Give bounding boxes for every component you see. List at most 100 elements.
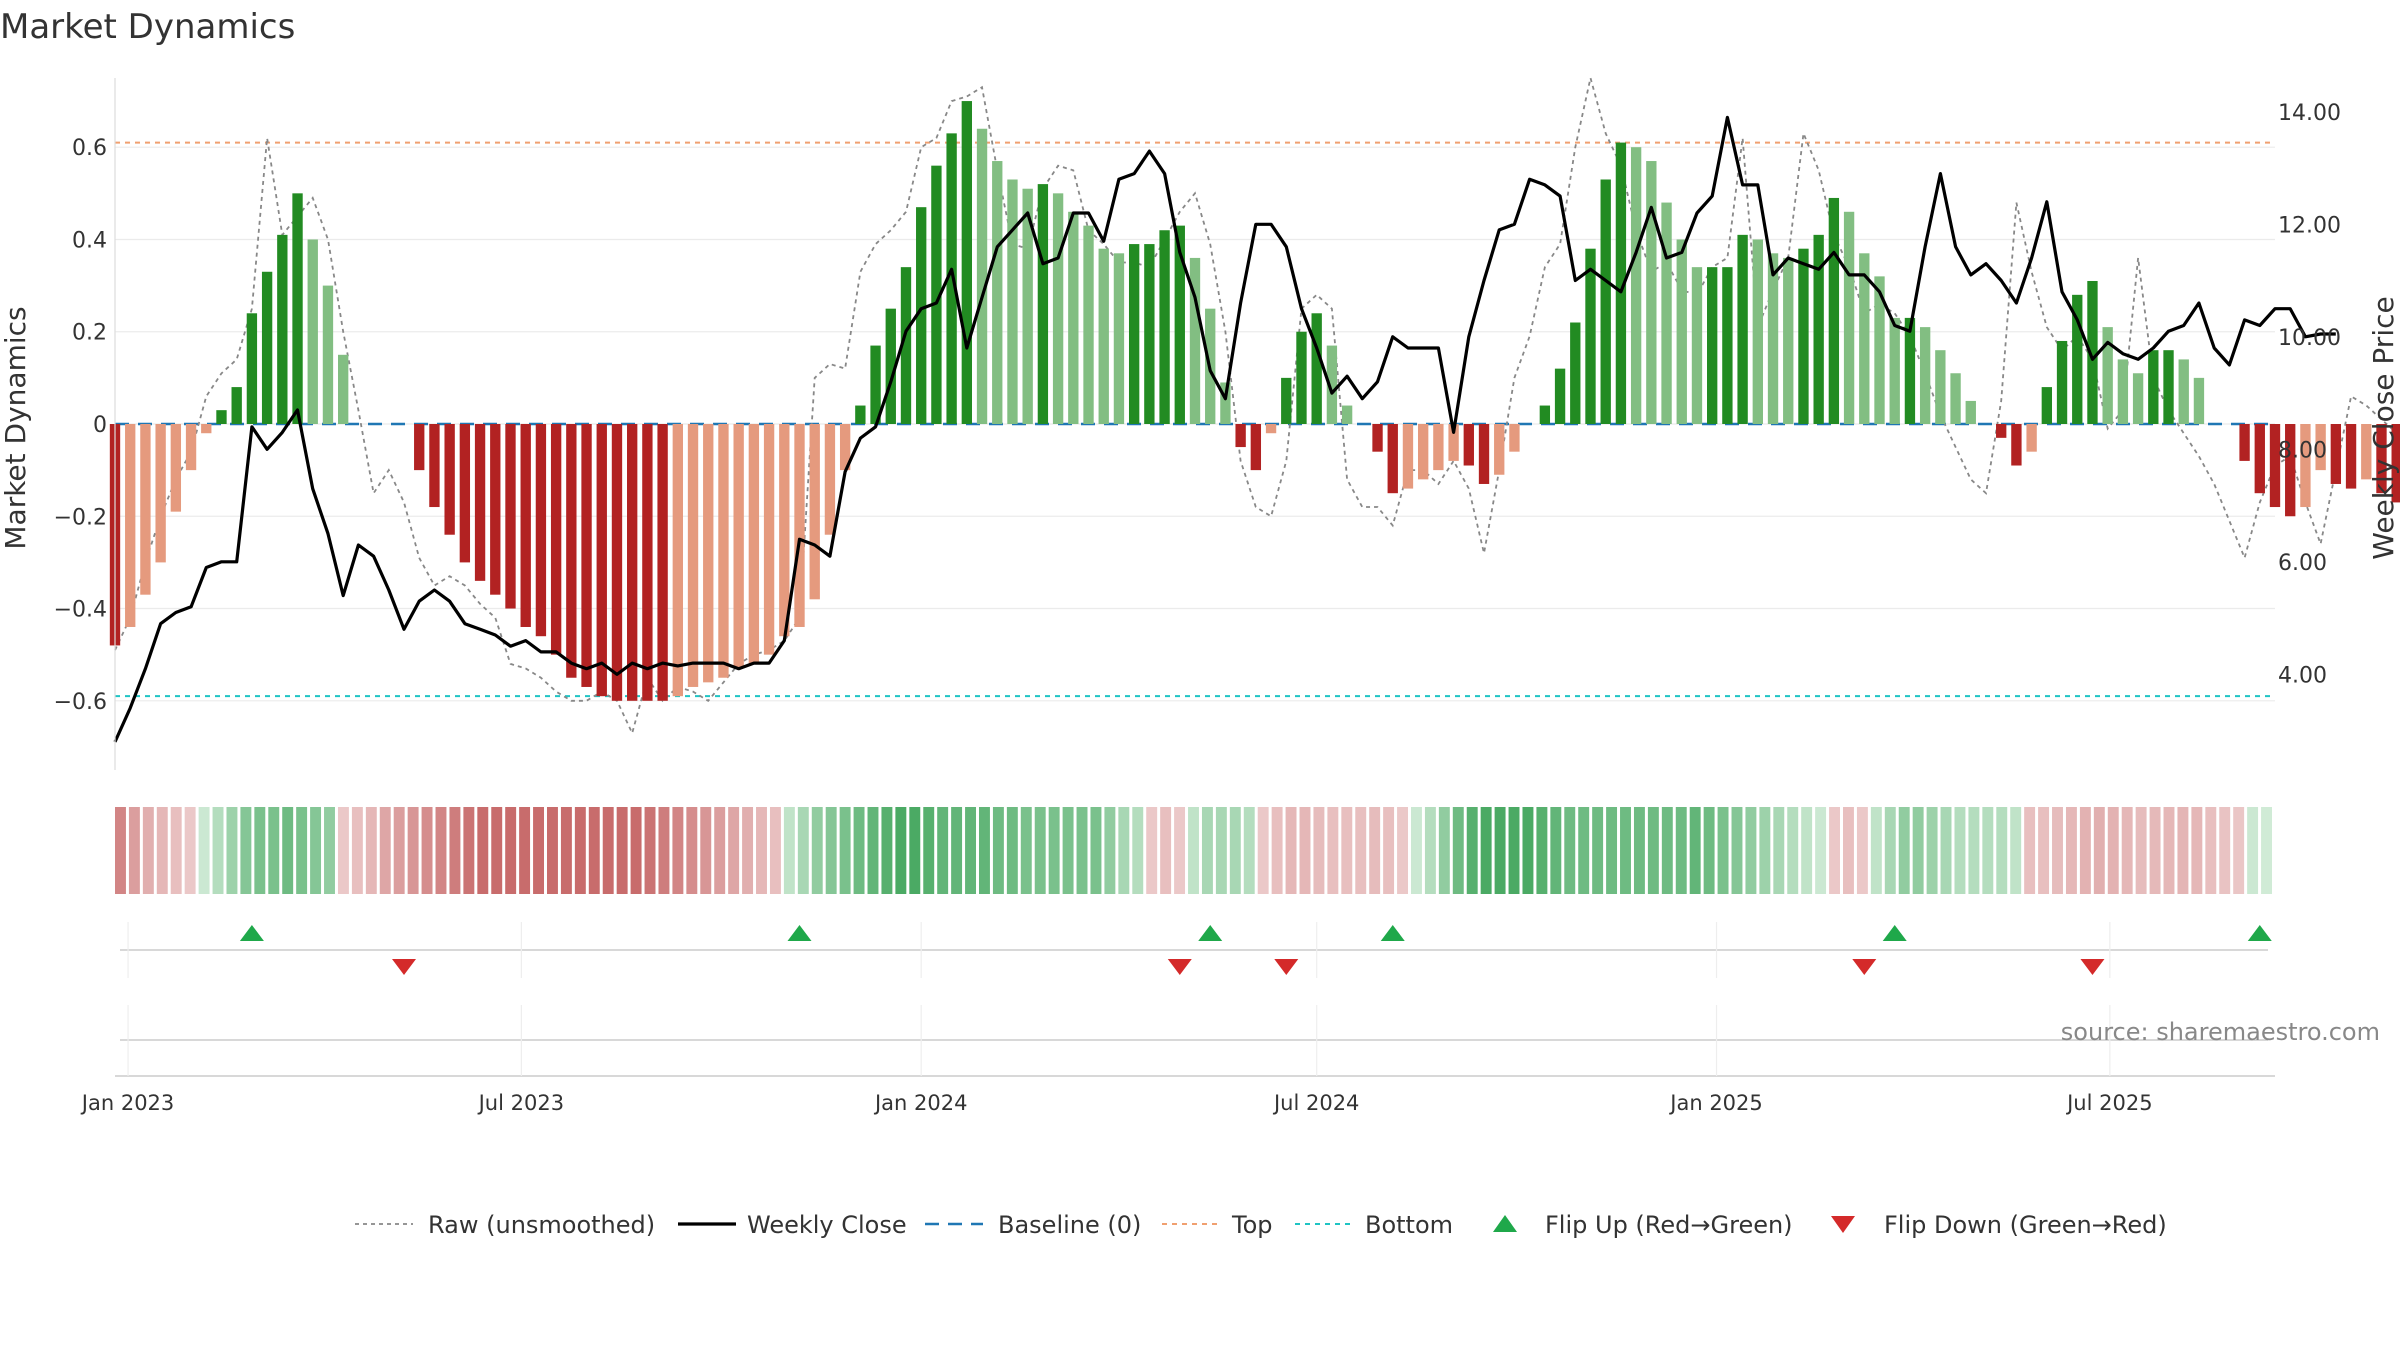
bar [2269,424,2281,508]
flip-down-marker [392,959,417,975]
strip-cell [491,807,503,894]
bar [1235,424,1246,448]
strip-cell [1898,807,1910,894]
strip-cell [1647,807,1659,894]
legend-label: Raw (unsmoothed) [428,1211,655,1239]
bar [2239,424,2250,461]
strip-cell [2135,807,2147,894]
raw-unsmoothed-line [114,77,2400,736]
strip-cell [324,807,335,894]
bar [140,424,151,595]
bar [1144,244,1155,424]
y-left-tick-label: 0 [93,413,107,438]
strip-cell [268,807,280,894]
bar [992,161,1003,425]
flip-up-marker [1198,925,1223,941]
strip-cell [909,807,921,894]
strip-cell [574,807,586,894]
y-left-tick-label: −0.2 [54,505,107,530]
strip-cell [616,807,628,894]
strip-cell [742,807,754,894]
flip-down-marker [2080,959,2105,975]
strip-cell [1424,807,1436,894]
bar [125,424,136,627]
bar [642,424,653,701]
bar-series [109,101,2400,701]
bar [1402,424,1414,489]
strip-cell [1759,807,1771,894]
bar [474,424,486,581]
legend-label: Flip Up (Red→Green) [1545,1211,1793,1239]
bar [444,424,455,535]
bar [1752,239,1763,424]
strip-cell [449,807,461,894]
bar [1737,234,1748,424]
bar [246,313,258,424]
bar [1904,317,1916,424]
y-left-tick-label: 0.2 [72,321,107,346]
strip-cell [797,807,809,894]
strip-cell [1578,807,1590,894]
bar [1554,368,1566,424]
strip-cell [282,807,294,894]
strip-cell [547,807,558,894]
strip-cell [1271,807,1283,894]
bar [870,345,881,424]
strip-cell [560,807,572,894]
bar [2072,294,2083,424]
bar [2376,424,2387,494]
bar [2178,359,2189,424]
bar [1813,234,1824,424]
bar [1600,179,1611,424]
strip-cell [1146,807,1158,894]
x-tick-label: Jan 2023 [80,1091,175,1115]
strip-cell [463,807,475,894]
bar [1767,253,1779,424]
bar [2148,350,2159,424]
bar [2391,424,2400,503]
strip-cell [2219,807,2231,894]
bar [1068,211,1079,424]
bar [2193,377,2205,424]
bar [2163,350,2174,424]
strip-cell [1773,807,1785,894]
strip-cell [1606,807,1618,894]
bar [2330,424,2342,484]
strip-cell [825,807,837,894]
bar [1478,424,1490,484]
y-right-tick-label: 12.00 [2278,213,2341,238]
bar [627,424,638,701]
legend-label: Baseline (0) [998,1211,1141,1239]
bar [2102,327,2113,424]
bar [657,424,668,701]
bar [1448,424,1459,461]
bar [1098,248,1109,424]
bar [1022,188,1033,424]
bar [794,424,805,627]
strip-cell [128,807,140,894]
bar [261,271,273,424]
bar [1798,248,1809,424]
strip-cell [700,807,712,894]
bar [1722,267,1733,424]
bar [824,424,836,535]
x-tick-label: Jan 2025 [1668,1091,1763,1115]
bar [490,424,501,595]
bar [1007,179,1018,424]
strip-cell [1745,807,1757,894]
x-axis-ticks: Jan 2023 Jul 2023 Jan 2024 Jul 2024 Jan 2025… [80,1091,2153,1115]
y-axis-left-label: Market Dynamics [0,306,32,549]
strip-cell [435,807,447,894]
strip-cell [965,807,976,894]
flip-up-marker [787,925,812,941]
bar [337,354,349,424]
strip-cell [588,807,600,894]
strip-cell [937,807,949,894]
legend-label: Bottom [1365,1211,1453,1239]
bar [1174,225,1185,424]
strip-cell [1327,807,1339,894]
strip-cell [1397,807,1408,894]
bar [1919,327,1931,424]
bar [216,410,227,424]
strip-cell [895,807,907,894]
